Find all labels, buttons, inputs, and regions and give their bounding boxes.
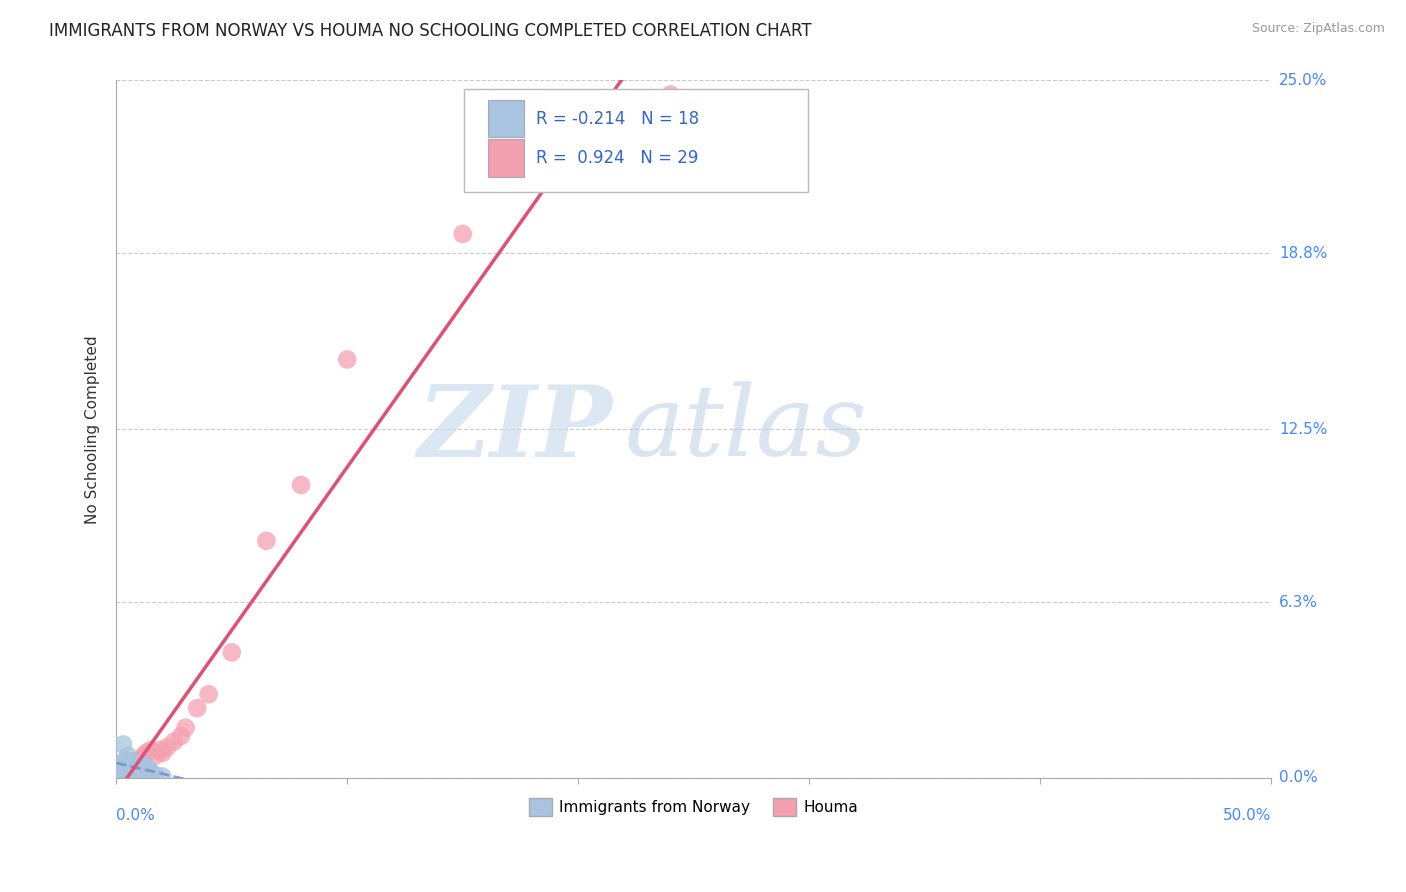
Point [145, 748, 167, 763]
Text: Source: ZipAtlas.com: Source: ZipAtlas.com [1251, 22, 1385, 36]
Point [152, 746, 174, 760]
Point [107, 768, 129, 782]
Point [118, 763, 141, 777]
Point [121, 765, 143, 780]
Text: 50.0%: 50.0% [1223, 808, 1271, 823]
Point [152, 770, 174, 784]
Point [135, 746, 157, 760]
Point [138, 763, 160, 777]
Text: 25.0%: 25.0% [1279, 73, 1327, 88]
Point [163, 734, 186, 748]
Point [117, 748, 139, 763]
Text: 0.0%: 0.0% [117, 808, 155, 823]
Point [124, 754, 146, 768]
Point [111, 760, 134, 774]
Point [659, 87, 682, 102]
Point [131, 760, 153, 774]
Point [149, 743, 172, 757]
Point [132, 756, 155, 771]
Text: 6.3%: 6.3% [1279, 595, 1319, 609]
Point [129, 760, 152, 774]
Point [156, 740, 179, 755]
Point [112, 738, 135, 752]
Text: ZIP: ZIP [418, 381, 613, 477]
Point [174, 721, 197, 735]
Text: R =  0.924   N = 29: R = 0.924 N = 29 [536, 149, 697, 167]
Point [120, 763, 142, 777]
Y-axis label: No Schooling Completed: No Schooling Completed [86, 334, 100, 524]
Point [197, 687, 219, 701]
Point [115, 756, 138, 771]
Text: 12.5%: 12.5% [1279, 422, 1327, 437]
Point [131, 751, 153, 765]
Text: IMMIGRANTS FROM NORWAY VS HOUMA NO SCHOOLING COMPLETED CORRELATION CHART: IMMIGRANTS FROM NORWAY VS HOUMA NO SCHOO… [49, 22, 811, 40]
Point [132, 748, 155, 763]
Point [125, 763, 148, 777]
Point [125, 760, 148, 774]
Point [108, 765, 131, 780]
Point [125, 756, 148, 771]
Point [128, 754, 150, 768]
Text: 0.0%: 0.0% [1279, 771, 1317, 786]
Point [221, 645, 243, 659]
Point [128, 763, 150, 777]
Point [110, 763, 132, 777]
Point [114, 754, 136, 768]
Point [254, 533, 277, 548]
Point [451, 227, 474, 241]
Point [120, 760, 142, 774]
Point [121, 760, 143, 774]
Point [117, 760, 139, 774]
Point [134, 763, 156, 777]
Point [124, 756, 146, 771]
Point [170, 729, 193, 743]
Point [290, 478, 312, 492]
Text: atlas: atlas [624, 382, 868, 477]
Point [139, 765, 162, 780]
Point [145, 768, 167, 782]
Text: R = -0.214   N = 18: R = -0.214 N = 18 [536, 110, 699, 128]
Point [112, 754, 135, 768]
Point [186, 701, 208, 715]
Point [107, 768, 129, 782]
Point [336, 352, 359, 367]
Point [139, 743, 162, 757]
Text: 18.8%: 18.8% [1279, 246, 1327, 261]
Point [117, 754, 139, 768]
Point [112, 756, 135, 771]
Point [139, 765, 162, 780]
Point [120, 756, 142, 771]
Legend: Immigrants from Norway, Houma: Immigrants from Norway, Houma [523, 792, 865, 822]
Point [114, 760, 136, 774]
Point [110, 763, 132, 777]
Point [112, 756, 135, 771]
